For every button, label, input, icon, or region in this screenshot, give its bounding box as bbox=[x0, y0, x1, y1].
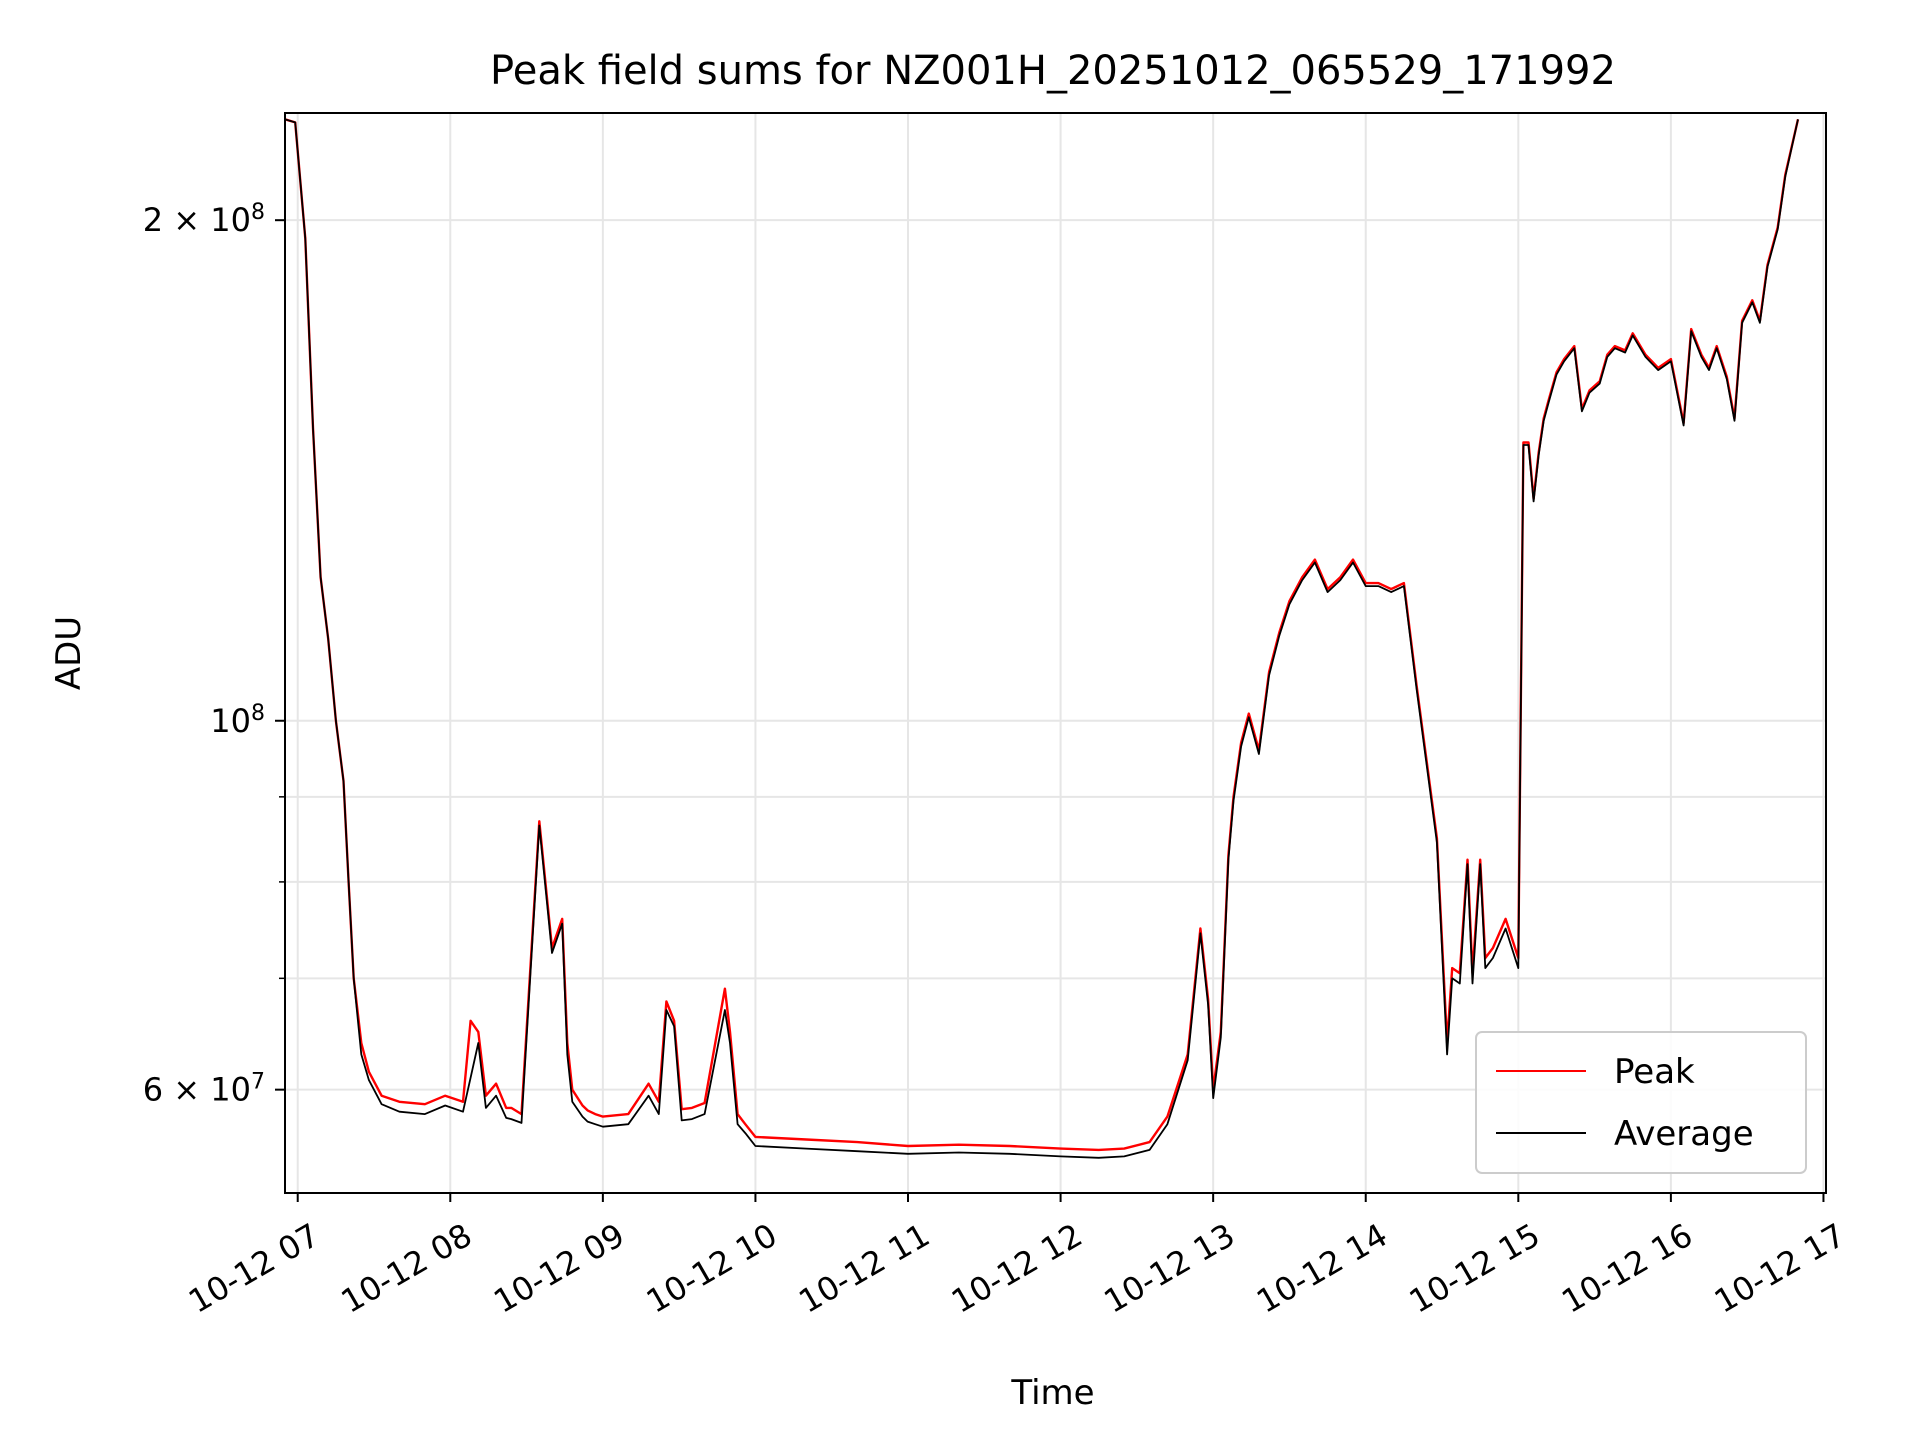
y-tick-label: 108 bbox=[210, 700, 265, 740]
series-layer bbox=[284, 118, 1800, 1159]
grid-layer bbox=[285, 113, 1826, 1193]
y-tick-label: 2 × 108 bbox=[143, 200, 265, 240]
legend: Peak Average bbox=[1475, 1031, 1807, 1174]
y-axis-label: ADU bbox=[49, 616, 89, 690]
legend-box bbox=[1475, 1031, 1807, 1174]
plot-frame bbox=[284, 112, 1827, 1194]
series-line-average bbox=[284, 118, 1799, 1159]
legend-label-peak: Peak bbox=[1614, 1052, 1695, 1092]
x-axis-label: Time bbox=[1010, 1373, 1094, 1413]
y-axis: 6 × 107 108 2 × 108 bbox=[143, 200, 285, 1109]
y-tick-label: 6 × 107 bbox=[143, 1069, 265, 1109]
legend-label-average: Average bbox=[1614, 1114, 1754, 1154]
chart-title: Peak field sums for NZ001H_20251012_0655… bbox=[490, 48, 1616, 94]
